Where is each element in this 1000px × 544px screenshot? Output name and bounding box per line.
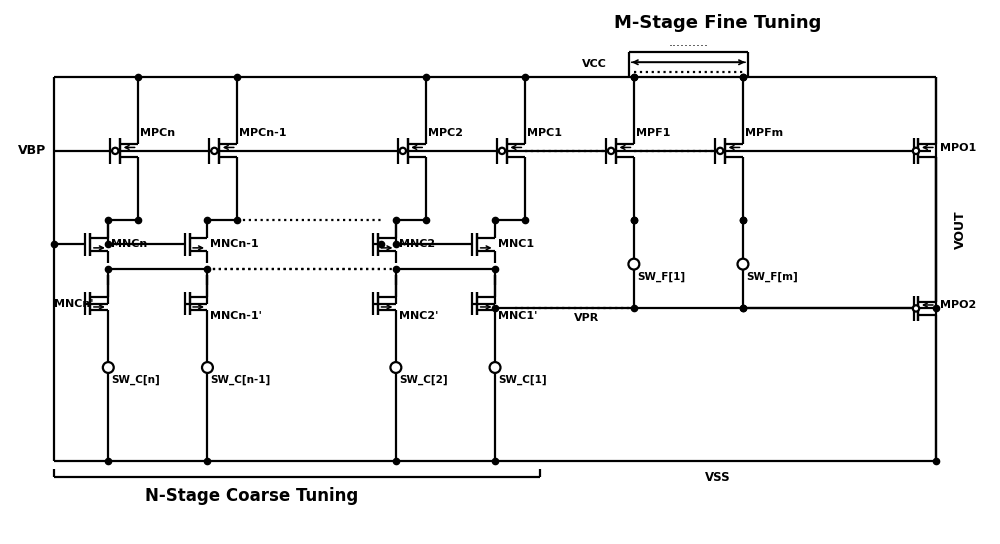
Text: MNCn-1': MNCn-1' (210, 311, 262, 322)
Text: SW_C[n]: SW_C[n] (111, 375, 160, 386)
Text: MPC1: MPC1 (527, 128, 562, 138)
Text: VSS: VSS (705, 471, 731, 484)
Circle shape (913, 305, 919, 312)
Circle shape (608, 148, 614, 154)
Text: MNCn-1: MNCn-1 (210, 239, 259, 250)
Circle shape (211, 148, 218, 154)
Text: VBP: VBP (18, 144, 46, 157)
Circle shape (628, 259, 639, 269)
Circle shape (400, 148, 406, 154)
Text: MNCn': MNCn' (54, 299, 93, 308)
Text: VPR: VPR (574, 313, 600, 323)
Text: SW_F[1]: SW_F[1] (637, 272, 685, 282)
Text: MNC2: MNC2 (399, 239, 435, 250)
Circle shape (717, 148, 723, 154)
Circle shape (202, 362, 213, 373)
Circle shape (499, 148, 505, 154)
Text: ..........: .......... (668, 36, 708, 49)
Text: SW_C[1]: SW_C[1] (498, 375, 547, 386)
Text: MPO2: MPO2 (940, 300, 977, 311)
Circle shape (390, 362, 401, 373)
Text: MPCn: MPCn (140, 128, 175, 138)
Text: MNCn: MNCn (111, 239, 148, 250)
Text: MPO1: MPO1 (940, 143, 977, 153)
Text: MPFm: MPFm (745, 128, 783, 138)
Text: MNC1': MNC1' (498, 311, 537, 322)
Text: SW_F[m]: SW_F[m] (746, 272, 798, 282)
Text: SW_C[2]: SW_C[2] (399, 375, 447, 386)
Circle shape (103, 362, 114, 373)
Text: N-Stage Coarse Tuning: N-Stage Coarse Tuning (145, 486, 359, 504)
Text: M-Stage Fine Tuning: M-Stage Fine Tuning (614, 14, 822, 32)
Circle shape (738, 259, 748, 269)
Text: MNC1: MNC1 (498, 239, 534, 250)
Text: VOUT: VOUT (954, 211, 967, 249)
Circle shape (490, 362, 500, 373)
Text: VCC: VCC (582, 59, 607, 69)
Text: MPC2: MPC2 (428, 128, 463, 138)
Text: MPF1: MPF1 (636, 128, 670, 138)
Text: SW_C[n-1]: SW_C[n-1] (210, 375, 271, 386)
Text: MNC2': MNC2' (399, 311, 438, 322)
Circle shape (112, 148, 118, 154)
Text: MPCn-1: MPCn-1 (239, 128, 287, 138)
Circle shape (913, 148, 919, 154)
